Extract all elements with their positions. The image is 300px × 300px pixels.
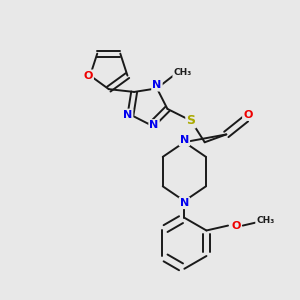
Text: N: N: [180, 135, 189, 145]
Text: CH₃: CH₃: [173, 68, 192, 77]
Text: N: N: [180, 198, 189, 208]
Text: N: N: [152, 80, 162, 90]
Text: N: N: [123, 110, 132, 120]
Text: S: S: [187, 114, 196, 127]
Text: O: O: [231, 220, 241, 231]
Text: O: O: [243, 110, 253, 120]
Text: CH₃: CH₃: [256, 216, 274, 225]
Text: N: N: [149, 120, 159, 130]
Text: O: O: [83, 70, 93, 81]
